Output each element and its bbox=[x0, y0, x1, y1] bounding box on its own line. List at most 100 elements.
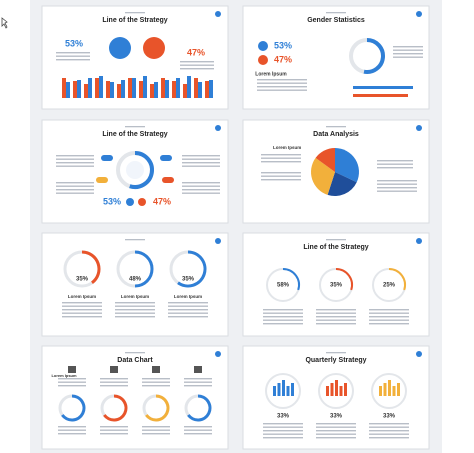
ring-arc bbox=[282, 268, 300, 291]
bar bbox=[344, 383, 347, 396]
text: Line of the Strategy bbox=[102, 17, 167, 24]
text-line bbox=[58, 433, 86, 435]
text-line bbox=[100, 429, 128, 431]
text-line bbox=[369, 312, 409, 314]
text-line bbox=[263, 319, 303, 321]
text-line bbox=[142, 381, 170, 383]
ring-arc bbox=[187, 394, 212, 422]
text-line bbox=[257, 86, 307, 88]
text-line bbox=[168, 302, 208, 304]
slide-badge bbox=[416, 351, 422, 357]
text-line bbox=[184, 426, 212, 428]
bar bbox=[277, 383, 281, 396]
text-line bbox=[377, 163, 413, 165]
bar bbox=[379, 386, 382, 396]
bar bbox=[392, 386, 396, 396]
bar bbox=[77, 80, 81, 98]
bar bbox=[88, 78, 92, 98]
text-line bbox=[182, 185, 220, 187]
text: Data Chart bbox=[117, 357, 153, 364]
text: 47% bbox=[153, 196, 171, 206]
text-line bbox=[369, 433, 409, 435]
text-line bbox=[142, 433, 170, 435]
text-line bbox=[316, 309, 356, 311]
text-line bbox=[115, 316, 155, 318]
text-line bbox=[182, 158, 220, 160]
slide-badge bbox=[416, 125, 422, 131]
text: 33% bbox=[330, 414, 343, 420]
text-line bbox=[184, 429, 212, 431]
bar bbox=[353, 94, 408, 97]
text-line bbox=[100, 433, 128, 435]
text: Lorem Ipsum bbox=[68, 294, 96, 299]
pie-slice bbox=[311, 157, 335, 195]
text: Line of the Strategy bbox=[303, 244, 368, 251]
bar bbox=[198, 82, 202, 98]
text-line bbox=[369, 426, 409, 428]
bar bbox=[397, 383, 400, 396]
text-line bbox=[369, 437, 409, 439]
text: 48% bbox=[129, 277, 142, 283]
text-line bbox=[263, 312, 303, 314]
bar bbox=[62, 78, 66, 98]
bar bbox=[353, 86, 413, 89]
text-line bbox=[263, 316, 303, 318]
text: Gender Statistics bbox=[307, 17, 365, 24]
slide: Data Chart Lorem Ipsum bbox=[41, 345, 229, 450]
text: 33% bbox=[383, 414, 396, 420]
bar bbox=[99, 76, 103, 98]
ring-arc bbox=[134, 250, 154, 288]
text-line bbox=[115, 312, 155, 314]
text: Data Analysis bbox=[313, 131, 359, 138]
text-line bbox=[377, 183, 417, 185]
text-line bbox=[168, 305, 208, 307]
bar bbox=[187, 76, 191, 98]
text-line bbox=[142, 429, 170, 431]
bar bbox=[110, 82, 114, 98]
cursor-icon bbox=[1, 17, 8, 29]
text-line bbox=[316, 312, 356, 314]
bar bbox=[339, 386, 343, 396]
text: Lorem Ipsum bbox=[51, 373, 77, 378]
icon bbox=[110, 366, 118, 373]
bar bbox=[330, 383, 334, 396]
text-line bbox=[142, 378, 170, 380]
text-line bbox=[316, 323, 356, 325]
text: 47% bbox=[274, 54, 292, 64]
slide-kicker bbox=[326, 126, 346, 128]
text-line bbox=[377, 190, 417, 192]
ring-arc bbox=[103, 394, 128, 422]
text-line bbox=[58, 426, 86, 428]
text-line bbox=[316, 319, 356, 321]
slide-kicker bbox=[125, 352, 145, 354]
bar bbox=[73, 81, 77, 98]
slide-kicker bbox=[326, 239, 346, 241]
text: 47% bbox=[187, 47, 205, 57]
pie-slice bbox=[327, 172, 357, 196]
text-line bbox=[184, 385, 212, 387]
text-line bbox=[56, 59, 90, 61]
text-line bbox=[263, 437, 303, 439]
text-line bbox=[257, 89, 307, 91]
ring-arc bbox=[363, 38, 385, 74]
text: Lorem Ipsum bbox=[121, 294, 149, 299]
bar bbox=[388, 380, 391, 396]
text: 53% bbox=[103, 196, 121, 206]
text-line bbox=[62, 302, 102, 304]
tag bbox=[96, 177, 108, 183]
bar bbox=[132, 78, 136, 98]
bar bbox=[66, 82, 70, 98]
text-line bbox=[261, 179, 301, 181]
slide: Line of the Strategy 53% 47% bbox=[41, 119, 229, 224]
slide: Data Analysis Lorem Ipsum bbox=[242, 119, 430, 224]
text-line bbox=[369, 423, 409, 425]
slide-badge bbox=[215, 351, 221, 357]
text: 35% bbox=[182, 277, 195, 283]
text-line bbox=[261, 157, 301, 159]
bar bbox=[143, 76, 147, 98]
text: 53% bbox=[274, 40, 292, 50]
bar bbox=[291, 383, 294, 396]
text-line bbox=[316, 433, 356, 435]
text-line bbox=[263, 426, 303, 428]
text-line bbox=[182, 165, 220, 167]
